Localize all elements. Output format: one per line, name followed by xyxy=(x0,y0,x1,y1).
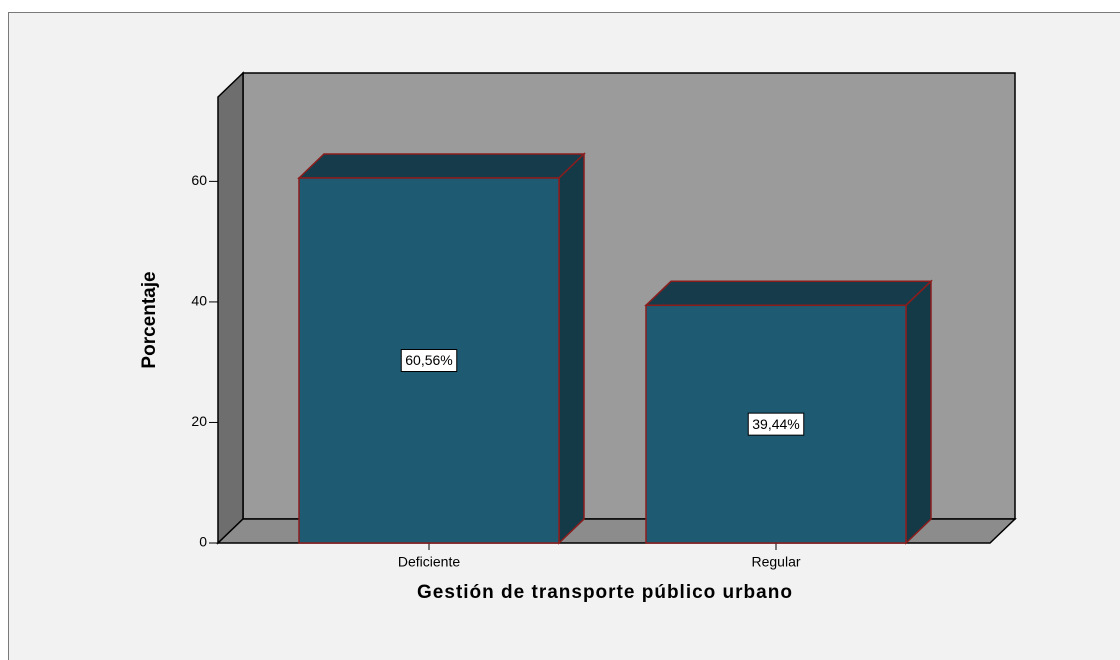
y-tick-label: 0 xyxy=(199,534,207,550)
bar-top xyxy=(297,153,586,179)
x-axis-title: Gestión de transporte público urbano xyxy=(417,582,793,603)
value-label-box xyxy=(747,412,805,436)
side-wall xyxy=(217,71,244,545)
y-axis-title: Porcentaje xyxy=(139,271,160,368)
x-tick-label: Deficiente xyxy=(398,554,460,570)
y-tick-label: 60 xyxy=(191,172,207,188)
value-label: 39,44% xyxy=(752,416,799,432)
bar-side xyxy=(558,152,585,545)
value-label-box xyxy=(400,349,458,373)
bar-side xyxy=(905,279,932,545)
y-tick-label: 20 xyxy=(191,413,207,429)
y-tick-label: 40 xyxy=(191,293,207,309)
x-tick-label: Regular xyxy=(751,554,800,570)
bar-top xyxy=(644,280,933,307)
value-label: 60,56% xyxy=(405,352,452,368)
